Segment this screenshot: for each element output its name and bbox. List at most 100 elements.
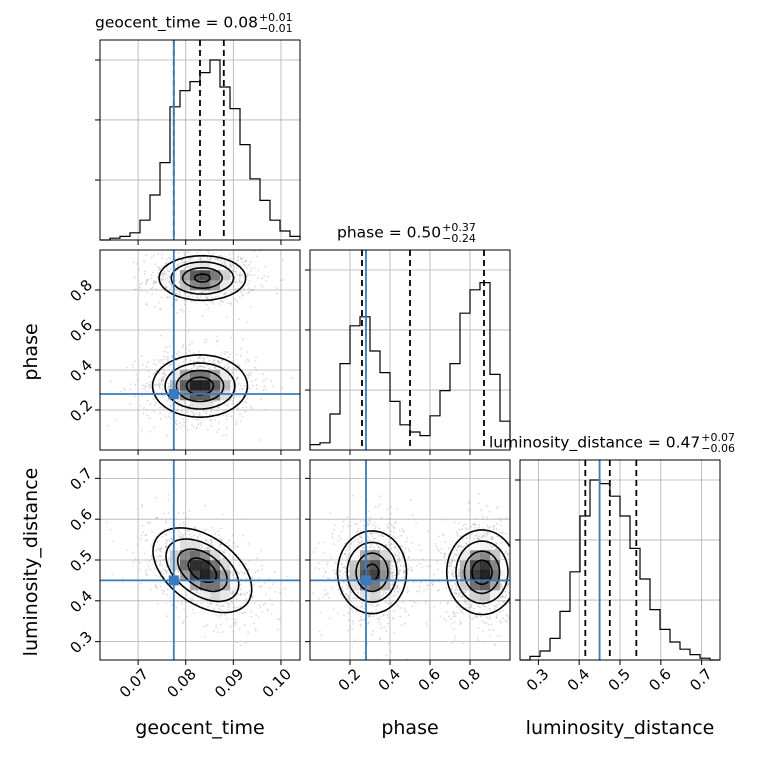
sample-point <box>147 565 150 567</box>
sample-point <box>348 586 350 589</box>
sample-point <box>501 600 504 602</box>
sample-point <box>137 261 140 264</box>
histogram-bin <box>200 73 210 240</box>
sample-point <box>234 624 236 627</box>
sample-point <box>138 561 141 564</box>
density-bin <box>190 550 201 561</box>
sample-point <box>217 258 220 260</box>
sample-point <box>507 583 510 585</box>
sample-point <box>464 600 467 603</box>
sample-point <box>176 299 178 302</box>
sample-point <box>524 600 526 602</box>
sample-point <box>458 606 460 609</box>
density-panel-geocent_time-phase <box>100 247 300 450</box>
sample-point <box>156 276 159 279</box>
sample-point <box>210 296 213 299</box>
sample-point <box>398 552 401 555</box>
sample-point <box>175 423 178 426</box>
sample-point <box>162 377 165 380</box>
sample-point <box>454 615 457 618</box>
sample-point <box>232 285 235 288</box>
panel-content <box>307 493 548 660</box>
sample-point <box>393 531 396 534</box>
sample-point <box>227 602 229 605</box>
truth-marker <box>168 389 179 399</box>
sample-point <box>162 558 165 561</box>
sample-point <box>516 581 518 583</box>
histogram-bin <box>560 611 570 660</box>
sample-point <box>485 535 488 538</box>
sample-point <box>193 527 196 530</box>
histogram-bin <box>370 351 380 450</box>
sample-point <box>237 407 240 410</box>
sample-point <box>271 583 274 585</box>
sample-point <box>455 554 458 556</box>
sample-point <box>234 390 237 392</box>
sample-point <box>143 273 146 275</box>
density-bin <box>380 570 391 581</box>
sample-point <box>390 571 393 573</box>
sample-point <box>159 562 162 565</box>
sample-point <box>183 293 186 296</box>
sample-point <box>189 290 192 292</box>
sample-point <box>457 552 460 555</box>
sample-point <box>352 518 355 521</box>
sample-point <box>235 267 238 269</box>
sample-point <box>147 521 150 524</box>
sample-point <box>307 529 309 531</box>
sample-point <box>227 302 230 305</box>
sample-point <box>197 537 199 540</box>
sample-point <box>443 552 445 555</box>
sample-point <box>243 572 246 575</box>
sample-point <box>157 272 160 275</box>
sample-point <box>453 566 456 569</box>
sample-point <box>141 387 144 390</box>
sample-point <box>403 564 406 566</box>
sample-point <box>210 410 212 413</box>
sample-point <box>267 275 270 278</box>
sample-point <box>354 597 357 600</box>
sample-point <box>441 534 444 536</box>
sample-point <box>216 615 219 617</box>
sample-point <box>241 406 244 409</box>
density-bin <box>470 590 481 601</box>
sample-point <box>436 548 439 551</box>
sample-point <box>497 603 500 606</box>
sample-point <box>158 547 160 550</box>
sample-point <box>247 542 250 545</box>
sample-point <box>246 591 249 594</box>
sample-point <box>221 247 223 249</box>
sample-point <box>202 410 205 413</box>
sample-point <box>241 281 244 283</box>
sample-point <box>454 582 456 584</box>
sample-point <box>504 590 507 593</box>
sample-point <box>527 533 529 535</box>
sample-point <box>324 570 327 573</box>
histogram-bin <box>210 60 220 240</box>
sample-point <box>191 599 194 602</box>
sample-point <box>193 526 196 529</box>
sample-point <box>146 382 148 385</box>
sample-point <box>252 596 254 598</box>
sample-point <box>490 623 493 626</box>
sample-point <box>148 560 151 563</box>
sample-point <box>161 383 164 386</box>
sample-point <box>165 262 167 265</box>
sample-point <box>196 357 199 360</box>
sample-point <box>175 409 178 412</box>
sample-point <box>359 623 361 626</box>
sample-point <box>155 559 157 562</box>
sample-point <box>454 583 457 586</box>
histogram-bin <box>570 572 580 660</box>
sample-point <box>375 525 377 528</box>
sample-point <box>156 266 159 269</box>
sample-point <box>254 630 257 632</box>
sample-point <box>195 602 198 605</box>
sample-point <box>160 279 163 281</box>
sample-point <box>546 562 548 564</box>
sample-point <box>212 360 215 363</box>
sample-point <box>469 605 472 607</box>
sample-point <box>387 602 390 605</box>
histogram-bin <box>420 436 430 450</box>
y-tick-label: 0.4 <box>66 356 96 386</box>
